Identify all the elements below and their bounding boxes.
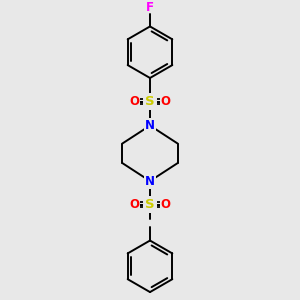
Text: F: F [146,1,154,14]
Text: N: N [145,175,155,188]
Text: O: O [161,95,171,108]
Text: O: O [129,198,139,211]
Text: N: N [145,119,155,132]
Text: S: S [145,198,155,211]
Text: S: S [145,95,155,108]
Text: O: O [161,198,171,211]
Text: O: O [129,95,139,108]
